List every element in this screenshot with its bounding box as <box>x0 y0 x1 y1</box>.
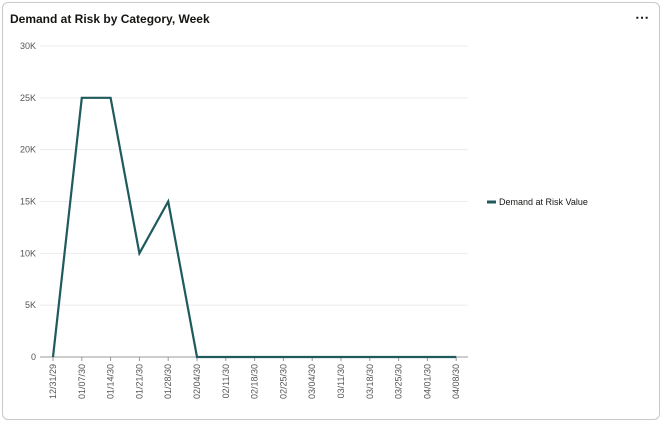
y-tick-label: 25K <box>20 93 36 103</box>
x-tick-label: 04/08/30 <box>451 364 461 399</box>
x-tick-label: 01/07/30 <box>77 364 87 399</box>
y-tick-label: 15K <box>20 197 36 207</box>
x-tick-label: 03/25/30 <box>394 364 404 399</box>
x-tick-label: 02/25/30 <box>278 364 288 399</box>
x-tick-label: 03/18/30 <box>365 364 375 399</box>
y-tick-label: 5K <box>25 300 36 310</box>
x-tick-label: 02/11/30 <box>221 364 231 398</box>
y-tick-label: 30K <box>20 41 36 51</box>
legend-label: Demand at Risk Value <box>499 197 588 207</box>
y-tick-label: 0 <box>31 352 36 362</box>
chart-card: Demand at Risk by Category, Week ⋯ <box>2 2 660 420</box>
y-tick-label: 10K <box>20 248 36 258</box>
x-tick-label: 12/31/29 <box>48 364 58 399</box>
x-tick-label: 02/18/30 <box>250 364 260 399</box>
y-tick-label: 20K <box>20 145 36 155</box>
x-tick-label: 01/14/30 <box>106 364 116 399</box>
x-tick-label: 02/04/30 <box>192 364 202 399</box>
series-line <box>51 96 457 359</box>
x-tick-label: 01/28/30 <box>163 364 173 399</box>
more-options-icon[interactable]: ⋯ <box>635 9 650 25</box>
legend-swatch <box>487 200 496 204</box>
x-tick-label: 04/01/30 <box>422 364 432 399</box>
x-tick-label: 01/21/30 <box>134 364 144 399</box>
x-tick-label: 03/11/30 <box>336 364 346 398</box>
chart-title: Demand at Risk by Category, Week <box>10 12 210 26</box>
x-tick-label: 03/04/30 <box>307 364 317 399</box>
